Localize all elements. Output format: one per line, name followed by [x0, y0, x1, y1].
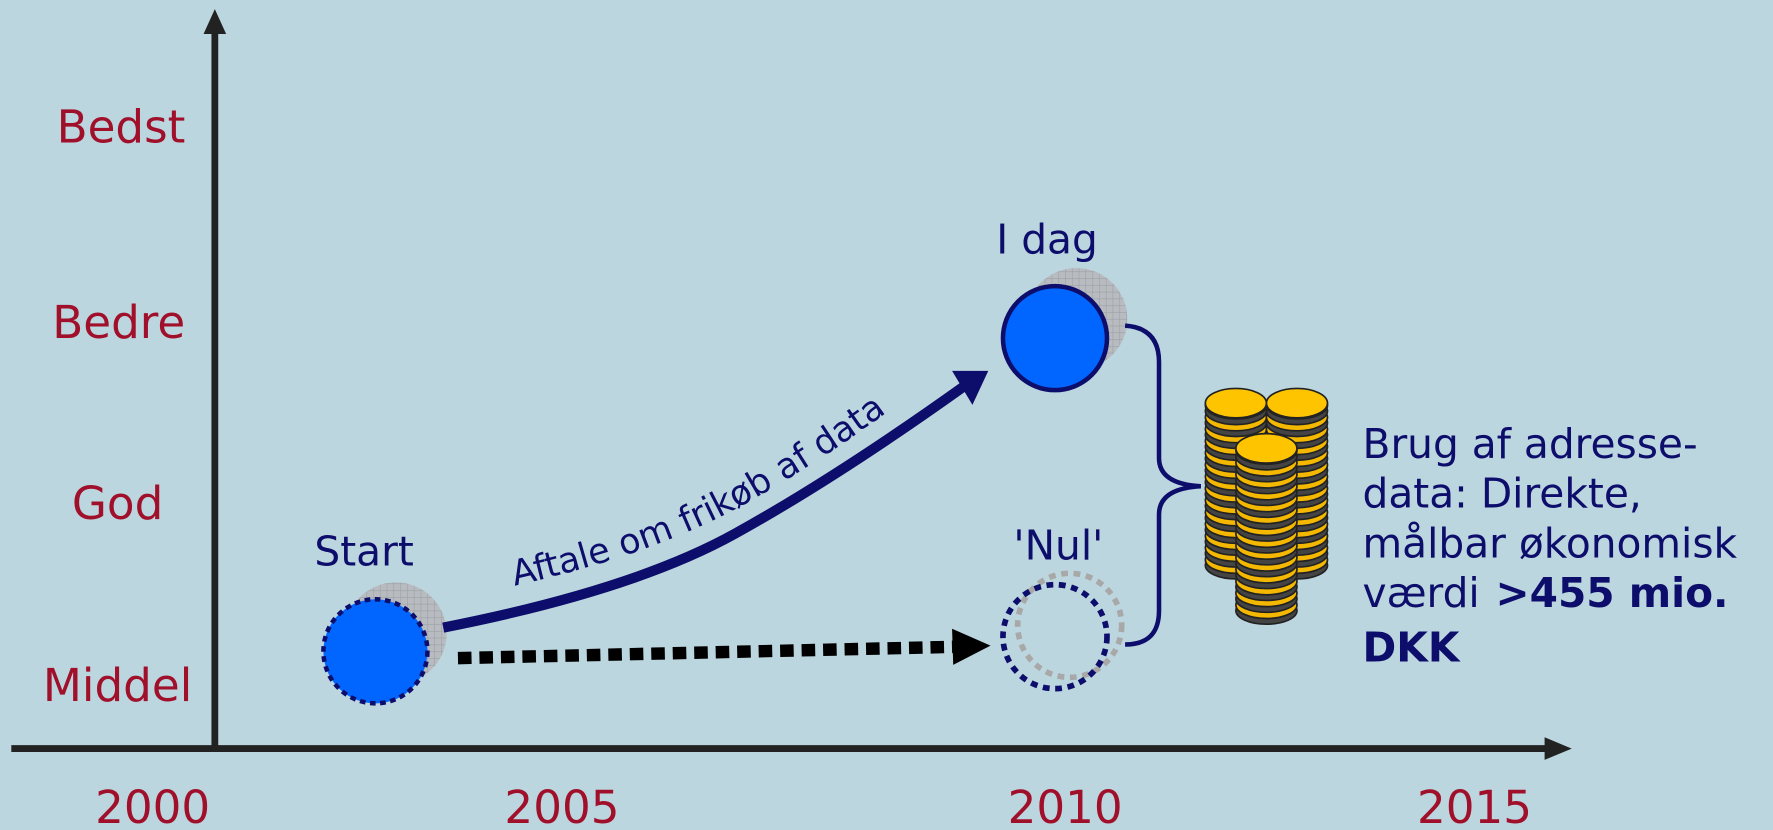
note-highlight: DKK — [1363, 624, 1461, 672]
note-line: målbar økonomisk — [1363, 519, 1738, 567]
node-label: 'Nul' — [1013, 522, 1103, 570]
note-highlight: >455 mio. — [1496, 569, 1729, 617]
x-label: 2005 — [504, 781, 619, 830]
note-line: Brug af adresse- — [1363, 420, 1698, 468]
coin — [1205, 388, 1266, 417]
start-node — [323, 599, 427, 703]
x-label: 2000 — [95, 781, 210, 830]
note-text: værdi — [1363, 569, 1480, 617]
today-node — [1003, 286, 1107, 390]
coin — [1236, 434, 1297, 463]
note-line: værdi >455 mio. — [1363, 569, 1729, 617]
node-label: I dag — [996, 215, 1098, 263]
y-label: God — [72, 477, 163, 530]
y-label: Bedst — [57, 100, 186, 153]
note-line: data: Direkte, — [1363, 470, 1642, 518]
node-label: Start — [314, 527, 413, 575]
coin — [1266, 388, 1327, 417]
y-label: Middel — [43, 659, 192, 712]
x-label: 2015 — [1417, 781, 1532, 830]
y-label: Bedre — [52, 296, 185, 349]
x-label: 2010 — [1008, 781, 1123, 830]
diagram: Bedst Bedre God Middel 2000 2005 2010 20… — [0, 0, 1773, 830]
